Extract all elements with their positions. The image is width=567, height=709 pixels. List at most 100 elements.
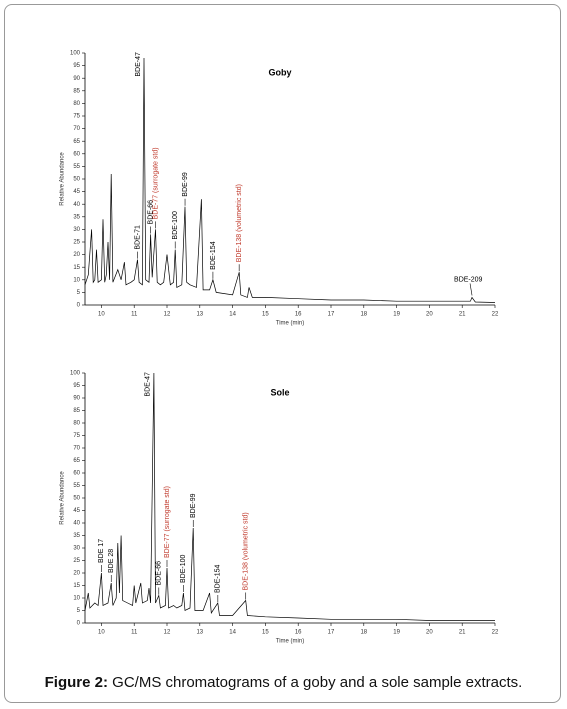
y-tick-label: 20	[73, 571, 80, 577]
x-tick-label: 14	[229, 312, 236, 318]
caption-label: Figure 2:	[44, 674, 108, 691]
x-tick-label: 21	[459, 312, 466, 318]
y-tick-label: 35	[73, 214, 80, 220]
y-tick-label: 95	[73, 383, 80, 389]
x-tick-label: 11	[131, 630, 138, 636]
y-tick-label: 65	[73, 458, 80, 464]
chart-title: Sole	[270, 387, 289, 397]
y-tick-label: 30	[73, 227, 80, 233]
figure-frame	[4, 4, 561, 703]
peak-label: BDE-138 (volumetric std)	[236, 184, 243, 262]
y-tick-label: 75	[73, 114, 80, 120]
peak-label: BDE-100	[172, 211, 179, 240]
x-tick-label: 13	[196, 630, 203, 636]
x-tick-label: 13	[196, 312, 203, 318]
peak-label: BDE-99	[190, 493, 197, 518]
y-tick-label: 40	[73, 521, 80, 527]
y-tick-label: 70	[73, 126, 80, 132]
x-tick-label: 15	[262, 312, 269, 318]
peak-label: BDE-66	[156, 561, 163, 586]
caption: Figure 2: GC/MS chromatograms of a goby …	[0, 674, 567, 691]
y-tick-label: 50	[73, 496, 80, 502]
peak-label: BDE-209	[454, 276, 483, 283]
y-axis-label: Relative Abundance	[60, 152, 66, 206]
y-tick-label: 55	[73, 164, 80, 170]
y-tick-label: 0	[77, 621, 81, 627]
peak-label: BDE 17	[98, 539, 105, 563]
y-tick-label: 15	[73, 583, 80, 589]
y-tick-label: 45	[73, 508, 80, 514]
y-tick-label: 55	[73, 483, 80, 489]
y-tick-label: 45	[73, 189, 80, 195]
x-tick-label: 18	[360, 312, 367, 318]
peak-label: BDE-138 (volumetric std)	[243, 512, 250, 590]
y-tick-label: 65	[73, 139, 80, 145]
x-tick-label: 19	[393, 630, 400, 636]
peak-label: BDE-71	[134, 225, 141, 250]
x-tick-label: 18	[360, 630, 367, 636]
x-tick-label: 21	[459, 630, 466, 636]
x-tick-label: 14	[229, 630, 236, 636]
y-tick-label: 95	[73, 63, 80, 69]
x-tick-label: 10	[98, 630, 105, 636]
y-tick-label: 20	[73, 252, 80, 258]
x-tick-label: 17	[328, 312, 335, 318]
peak-label: BDE-77 (surrogate std)	[164, 486, 171, 558]
y-tick-label: 25	[73, 240, 80, 246]
x-tick-label: 20	[426, 630, 433, 636]
y-tick-label: 5	[77, 608, 81, 614]
peak-label: BDE-100	[180, 554, 187, 583]
y-tick-label: 85	[73, 408, 80, 414]
y-tick-label: 5	[77, 290, 81, 296]
peak-label: BDE-47	[135, 52, 142, 77]
y-tick-label: 90	[73, 396, 80, 402]
y-tick-label: 70	[73, 446, 80, 452]
x-tick-label: 22	[492, 312, 499, 318]
x-tick-label: 19	[393, 312, 400, 318]
y-tick-label: 40	[73, 202, 80, 208]
y-tick-label: 80	[73, 421, 80, 427]
x-tick-label: 10	[98, 312, 105, 318]
peak-label: BDE-66	[147, 200, 154, 225]
peak-label: BDE-47	[145, 372, 152, 397]
x-tick-label: 16	[295, 312, 302, 318]
y-tick-label: 50	[73, 177, 80, 183]
x-tick-label: 12	[164, 630, 171, 636]
trace	[84, 372, 495, 621]
caption-text: GC/MS chromatograms of a goby and a sole…	[112, 674, 523, 691]
x-tick-label: 22	[492, 630, 499, 636]
y-tick-label: 10	[73, 596, 80, 602]
y-tick-label: 15	[73, 265, 80, 271]
chart: 0510152025303540455055606570758085909510…	[60, 51, 499, 645]
y-tick-label: 75	[73, 433, 80, 439]
y-tick-label: 100	[70, 371, 81, 377]
y-tick-label: 25	[73, 558, 80, 564]
x-tick-label: 11	[131, 312, 138, 318]
x-tick-label: 17	[328, 630, 335, 636]
x-tick-label: 16	[295, 630, 302, 636]
y-tick-label: 35	[73, 533, 80, 539]
y-tick-label: 0	[77, 303, 81, 309]
peak-label: BDE-99	[182, 172, 189, 197]
y-tick-label: 100	[70, 51, 81, 57]
peak-label: BDE-77 (surrogate std)	[152, 147, 159, 219]
y-tick-label: 85	[73, 88, 80, 94]
y-tick-label: 80	[73, 101, 80, 107]
y-tick-label: 60	[73, 471, 80, 477]
y-axis-label: Relative Abundance	[60, 471, 66, 525]
trace	[84, 57, 496, 303]
peak-label: BDE-154	[215, 564, 222, 593]
x-axis-label: Time (min)	[276, 321, 304, 327]
y-tick-label: 90	[73, 76, 80, 82]
y-tick-label: 30	[73, 546, 80, 552]
peak-label: BDE 28	[108, 549, 115, 573]
x-tick-label: 12	[164, 312, 171, 318]
chart-title: Goby	[268, 67, 291, 77]
peak-label: BDE-154	[210, 241, 217, 270]
y-tick-label: 10	[73, 277, 80, 283]
peak-arrow	[469, 283, 473, 296]
x-tick-label: 15	[262, 630, 269, 636]
y-tick-label: 60	[73, 151, 80, 157]
x-tick-label: 20	[426, 312, 433, 318]
